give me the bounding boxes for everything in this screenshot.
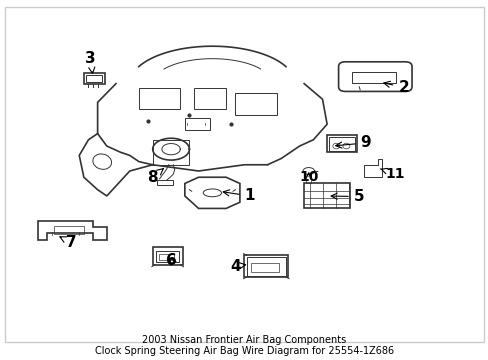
Bar (246, 257, 285, 275)
Text: 11: 11 (380, 167, 405, 181)
Bar (235, 93, 276, 115)
Bar (329, 137, 354, 151)
Bar (86, 75, 102, 82)
Bar (194, 88, 225, 109)
Text: 9: 9 (335, 135, 370, 150)
Bar (251, 263, 278, 273)
Bar (54, 226, 83, 234)
Bar (152, 140, 189, 165)
Bar (184, 118, 210, 130)
Bar (304, 184, 349, 208)
Text: 7: 7 (60, 235, 77, 250)
Bar (352, 72, 395, 83)
Bar (152, 247, 182, 265)
Bar (156, 251, 179, 262)
Text: 3: 3 (85, 51, 96, 73)
Text: 2: 2 (383, 80, 408, 95)
Text: 8: 8 (147, 168, 163, 185)
Bar (326, 135, 356, 152)
Text: 2003 Nissan Frontier Air Bag Components
Clock Spring Steering Air Bag Wire Diagr: 2003 Nissan Frontier Air Bag Components … (95, 335, 393, 356)
Bar (157, 180, 173, 185)
Bar (244, 255, 287, 277)
Text: 10: 10 (299, 170, 318, 184)
Text: 5: 5 (330, 189, 364, 204)
Text: 6: 6 (165, 253, 176, 267)
Text: 4: 4 (230, 258, 245, 274)
Text: 1: 1 (223, 189, 254, 203)
Bar (159, 254, 173, 260)
Bar (139, 88, 180, 109)
Bar (83, 73, 104, 84)
